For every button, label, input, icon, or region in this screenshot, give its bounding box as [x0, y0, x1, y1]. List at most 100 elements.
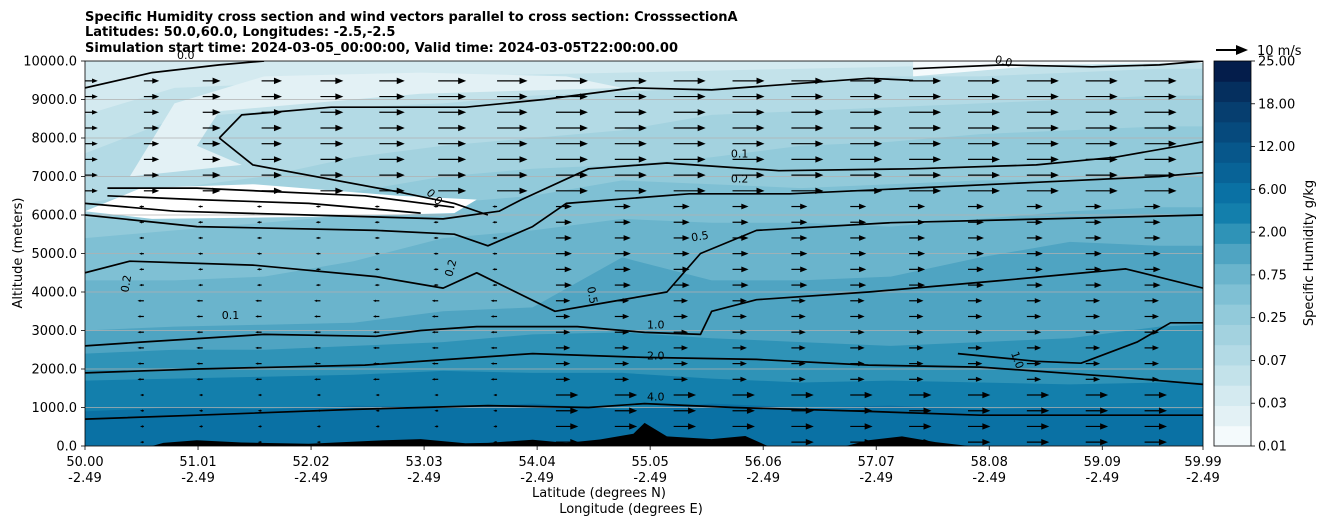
wind-vector-head [976, 266, 984, 273]
colorbar [1214, 61, 1251, 447]
wind-vector-head [740, 313, 747, 320]
wind-vector-head [519, 171, 528, 179]
wind-vector-head [396, 109, 405, 116]
contour-0.2 [85, 171, 1203, 247]
wind-vector-head [923, 391, 932, 399]
wind-vector-head [458, 156, 467, 163]
contour-4.0 [85, 402, 1203, 420]
colorbar-tick-label-0: 0.01 [1258, 440, 1287, 455]
wind-vector-head [800, 235, 808, 241]
wind-vector-head [493, 425, 497, 428]
wind-vector-head [917, 219, 926, 226]
wind-vector-head [570, 391, 579, 399]
contour-label-1: 0.2 [731, 172, 749, 185]
wind-vector-head [257, 425, 261, 428]
wind-vector-head [79, 378, 82, 380]
wind-vector-head [982, 423, 991, 430]
wind-vector-head [196, 299, 200, 302]
y-tick-label-5: 5000.0 [32, 247, 78, 262]
wind-vectors [79, 77, 1177, 446]
wind-vector-head [152, 140, 160, 147]
title-line-1: Specific Humidity cross section and wind… [85, 10, 738, 25]
wind-vector-head [933, 156, 942, 163]
wind-vector-head [255, 346, 259, 350]
wind-vector-head [681, 361, 689, 367]
wind-vector-head [137, 378, 141, 381]
wind-vector-head [1152, 376, 1159, 382]
wind-vector-head [697, 124, 706, 132]
wind-vector-head [756, 171, 765, 179]
wind-vector-head [519, 109, 528, 116]
wind-vector-head [681, 345, 689, 351]
wind-vector-head [638, 109, 647, 116]
wind-vector-head [335, 156, 344, 163]
colorbar-segment-1 [1214, 405, 1251, 427]
wind-vector-head [815, 140, 824, 147]
wind-vector-head [638, 93, 647, 100]
contour-label-6: 0.0 [177, 49, 195, 62]
wind-vector-head [79, 300, 82, 302]
wind-vector-head [799, 345, 806, 351]
wind-vector-head [374, 283, 378, 287]
wind-vector-head [519, 156, 528, 163]
colorbar-segment-9 [1214, 243, 1251, 265]
wind-vector-head [697, 140, 706, 147]
wind-vector-head [1035, 266, 1043, 273]
colorbar-ticks: 0.01 0.03 0.07 0.25 0.75 2.00 6.00 12.00 18.00 25… [1251, 55, 1295, 455]
wind-vector-head [805, 423, 814, 430]
wind-vector-head [490, 346, 494, 350]
contour-0.5 [85, 214, 1203, 313]
wind-vector-head [257, 393, 261, 397]
contour-label-3: 1.0 [647, 319, 665, 332]
x-tick-lat-0: 50.00 [66, 455, 103, 470]
wind-vector-head [564, 266, 572, 273]
wind-vector-head [374, 236, 378, 240]
wind-vector-head [492, 221, 496, 224]
wind-vector-head [622, 376, 630, 382]
wind-vector-head [563, 329, 571, 335]
y-tick-label-7: 7000.0 [32, 170, 78, 185]
y-tick-label-10: 10000.0 [23, 55, 77, 70]
wind-vector-head [255, 299, 259, 302]
plot-area [79, 61, 1203, 446]
wind-vector-head [152, 78, 160, 84]
colorbar-segment-18 [1214, 61, 1251, 82]
wind-vector-head [372, 346, 376, 350]
wind-vector-head [197, 268, 201, 271]
wind-vector-head [1109, 187, 1118, 195]
wind-vector-head [92, 188, 98, 194]
colorbar-segment-7 [1214, 283, 1251, 305]
wind-vector-head [335, 93, 344, 100]
wind-vector-head [933, 187, 942, 195]
colorbar-segment-13 [1214, 162, 1251, 184]
y-tick-label-9: 9000.0 [32, 93, 78, 108]
y-axis: 0.0 1000.0 2000.0 3000.0 4000.0 5000.0 6000.0 7… [23, 55, 85, 455]
wind-vector-head [375, 425, 379, 428]
wind-vector-head [315, 221, 319, 224]
wind-vector-head [933, 109, 942, 116]
wind-vector-head [256, 236, 260, 240]
title-line-2: Latitudes: 50.0,60.0, Longitudes: -2.5,-… [85, 25, 395, 40]
wind-vector-head [623, 266, 631, 273]
wind-vector-head [563, 345, 571, 351]
wind-vector-head [92, 125, 98, 131]
colorbar-frame [1213, 60, 1252, 447]
wind-vector-head [564, 203, 572, 210]
wind-vector-head [1152, 345, 1159, 351]
wind-vector-head [975, 298, 983, 304]
wind-vector-head [681, 313, 689, 320]
contour-lines [85, 61, 1203, 420]
wind-vector-head [1035, 250, 1043, 257]
wind-vector-head [858, 376, 865, 382]
wind-vector-head [152, 188, 160, 194]
wind-vector-head [1100, 423, 1109, 430]
wind-vector-head [991, 93, 1000, 100]
wind-vector-head [197, 221, 201, 224]
wind-vector-head [864, 391, 873, 399]
wind-vector-head [874, 171, 883, 179]
wind-vector-head [315, 252, 319, 255]
wind-vector-head [579, 140, 588, 147]
colorbar-tick-label-5: 2.00 [1258, 226, 1287, 241]
wind-vector-head [629, 391, 638, 399]
